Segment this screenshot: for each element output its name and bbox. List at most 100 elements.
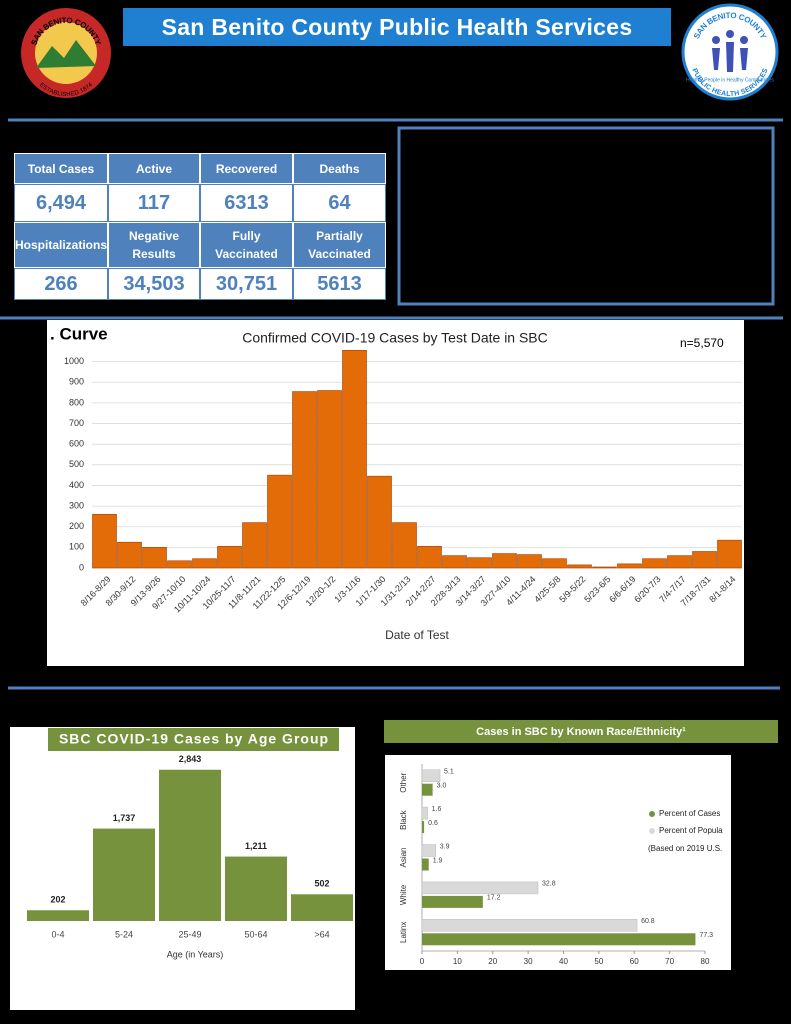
stat-value: 6313 — [200, 184, 293, 222]
logo-center — [35, 22, 97, 84]
chart-panel — [47, 320, 744, 666]
y-tick-label: White — [399, 884, 408, 905]
value-label: 1.9 — [433, 857, 443, 864]
y-tick-label: 300 — [69, 500, 84, 510]
stat-label: Hospitalizations — [14, 222, 108, 268]
bar — [667, 555, 692, 569]
y-tick-label: 600 — [69, 439, 84, 449]
chart-title: Cases in SBC by Known Race/Ethnicity¹ — [476, 726, 686, 738]
bar — [317, 390, 342, 569]
chart-title: SBC COVID-19 Cases by Age Group — [59, 731, 329, 747]
bar — [242, 522, 267, 569]
bar — [442, 555, 467, 569]
value-label: 3.9 — [440, 843, 450, 850]
x-tick-label: 70 — [665, 957, 674, 966]
value-label: 502 — [314, 879, 329, 889]
value-label: 60.8 — [641, 918, 655, 925]
bar — [422, 858, 429, 871]
x-tick-label: 40 — [559, 957, 568, 966]
bar — [542, 558, 567, 569]
y-tick-label: Asian — [399, 847, 408, 867]
stat-value: 6,494 — [14, 184, 108, 222]
legend-label: Percent of Cases — [659, 809, 720, 818]
bar — [717, 539, 742, 569]
stats-table: Total Cases Active Recovered Deaths 6,494 117… — [14, 153, 386, 300]
y-tick-label: 400 — [69, 480, 84, 490]
x-tick-label: 0 — [420, 957, 425, 966]
bar — [422, 895, 483, 908]
bar — [225, 856, 287, 921]
stat-label: Partially Vaccinated — [293, 222, 386, 268]
stat-label: Total Cases — [14, 153, 108, 184]
value-label: 0.6 — [428, 820, 438, 827]
y-tick-label: Latinx — [399, 922, 408, 943]
bar — [92, 514, 117, 569]
bar — [367, 475, 392, 569]
x-tick-label: 10 — [453, 957, 462, 966]
x-tick-label: >64 — [314, 929, 329, 939]
page-title: San Benito County Public Health Services — [123, 8, 671, 46]
y-tick-label: 100 — [69, 542, 84, 552]
annotation: n=5,570 — [680, 336, 724, 350]
chart-title: Confirmed COVID-19 Cases by Test Date in… — [242, 330, 548, 346]
x-tick-label: 0-4 — [51, 929, 64, 939]
y-tick-label: 900 — [69, 377, 84, 387]
bar — [417, 546, 442, 569]
value-label: 17.2 — [487, 895, 501, 902]
value-label: 1.6 — [432, 806, 442, 813]
bar — [592, 566, 617, 569]
value-label: 1,737 — [113, 813, 136, 823]
value-label: 77.3 — [699, 932, 713, 939]
legend-swatch — [649, 811, 655, 817]
value-label: 5.1 — [444, 769, 454, 776]
bar — [422, 933, 696, 946]
value-label: 3.0 — [437, 783, 447, 790]
bar — [692, 551, 717, 569]
legend-label: Percent of Popula — [659, 826, 723, 835]
bar — [93, 828, 155, 921]
logo-figures — [712, 30, 748, 72]
logo-text: Healthy People in Healthy Communities — [686, 77, 775, 83]
bar — [567, 564, 592, 569]
stat-label: Negative Results — [108, 222, 200, 268]
bar — [27, 910, 89, 921]
bar — [642, 558, 667, 569]
y-tick-label: 0 — [79, 562, 84, 572]
empty-panel — [397, 126, 775, 306]
x-tick-label: 20 — [488, 957, 497, 966]
x-axis-label: Date of Test — [385, 628, 449, 642]
legend-note: (Based on 2019 U.S. — [648, 844, 722, 853]
bar — [392, 522, 417, 569]
chart-title-bar — [48, 728, 339, 751]
x-tick-label: 50 — [594, 957, 603, 966]
value-label: 32.8 — [542, 881, 556, 888]
x-tick-label: 5-24 — [115, 929, 133, 939]
x-tick-label: 60 — [630, 957, 639, 966]
y-tick-label: Other — [399, 772, 408, 792]
bar — [117, 541, 142, 569]
stat-label: Active — [108, 153, 200, 184]
value-label: 2,843 — [179, 754, 202, 764]
bar — [421, 844, 437, 857]
x-axis-label: Age (in Years) — [167, 949, 224, 959]
stat-value: 30,751 — [200, 268, 293, 300]
y-tick-label: 700 — [69, 418, 84, 428]
bar — [421, 806, 428, 820]
bar — [217, 546, 242, 569]
x-tick-label: 30 — [524, 957, 533, 966]
y-tick-label: 200 — [69, 521, 84, 531]
bar — [422, 821, 425, 834]
stat-value: 117 — [108, 184, 200, 222]
bar — [467, 557, 492, 569]
bar — [192, 558, 217, 569]
stat-value: 266 — [14, 268, 108, 300]
stat-value: 64 — [293, 184, 386, 222]
y-tick-label: 1000 — [64, 356, 84, 366]
stat-label: Fully Vaccinated — [200, 222, 293, 268]
y-tick-label: Black — [399, 809, 408, 830]
x-tick-label: 25-49 — [178, 929, 201, 939]
bar — [617, 563, 642, 569]
logo-hills — [36, 40, 96, 68]
